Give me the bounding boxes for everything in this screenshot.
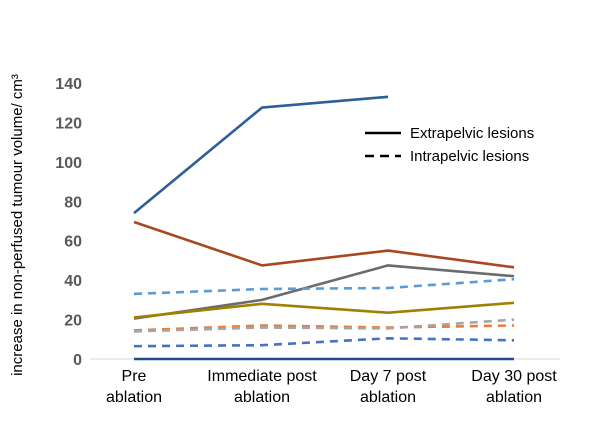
legend: Extrapelvic lesions Intrapelvic lesions — [365, 125, 534, 165]
y-axis-label-group: increase in non-perfused tumour volume/ … — [9, 74, 26, 376]
legend-label-intrapelvic: Intrapelvic lesions — [410, 148, 529, 165]
y-tick-label: 80 — [64, 194, 82, 211]
y-tick-label: 140 — [55, 76, 82, 93]
y-tick-label: 60 — [64, 234, 82, 251]
y-axis-label: increase in non-perfused tumour volume/ … — [9, 74, 26, 376]
y-tick-label: 0 — [73, 352, 82, 369]
series-line-2 — [133, 220, 515, 269]
x-axis-ticks: Pre ablation Immediate post ablation Day 7 p… — [106, 368, 557, 406]
series-group — [133, 95, 515, 361]
series-line-4 — [133, 301, 515, 319]
x-tick-label: Pre ablation — [106, 368, 162, 406]
series-line-3 — [133, 264, 515, 320]
x-tick-label: Day 30 post ablation — [471, 368, 557, 406]
y-axis-ticks: 0 20 40 60 80 100 120 140 — [55, 76, 82, 369]
legend-label-extrapelvic: Extrapelvic lesions — [410, 125, 534, 142]
y-tick-label: 100 — [55, 155, 82, 172]
y-tick-label: 40 — [64, 273, 82, 290]
x-tick-label: Immediate post ablation — [207, 368, 317, 406]
series-line-9 — [133, 336, 515, 348]
series-line-6 — [133, 277, 515, 296]
series-line-1 — [133, 95, 389, 215]
x-tick-label: Day 7 post ablation — [350, 368, 427, 406]
y-tick-label: 120 — [55, 115, 82, 132]
y-tick-label: 20 — [64, 313, 82, 330]
